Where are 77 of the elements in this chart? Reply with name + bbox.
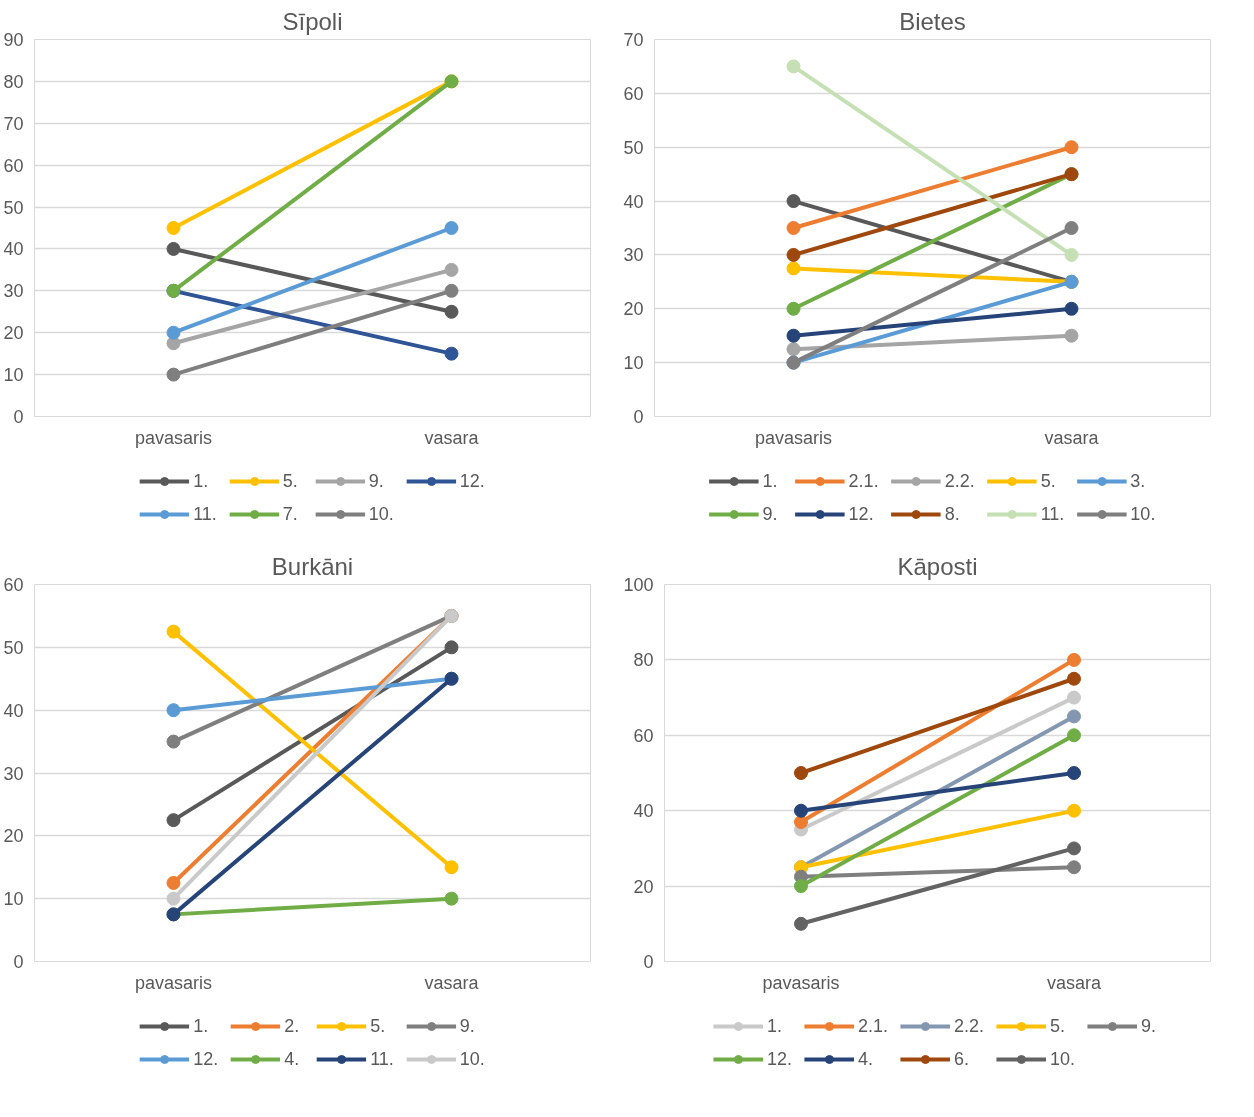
y-tick-label: 40 <box>633 801 654 822</box>
legend-label: 2.1. <box>857 1015 888 1037</box>
y-tick-label: 60 <box>623 83 644 104</box>
legend-label: 6. <box>954 1048 970 1070</box>
y-tick-label: 0 <box>13 952 24 972</box>
y-tick-label: 100 <box>623 575 654 595</box>
legend-label: 11. <box>370 1048 394 1070</box>
y-tick-label: 40 <box>3 239 24 260</box>
legend-label: 5. <box>1040 470 1057 492</box>
legend-label: 7. <box>282 503 299 525</box>
x-tick-label: vasara <box>424 972 480 993</box>
x-tick-label: pavasaris <box>134 427 213 448</box>
y-tick-label: 0 <box>643 952 654 972</box>
y-tick-label: 30 <box>3 763 24 784</box>
y-tick-label: 20 <box>623 299 644 320</box>
legend-label: 10. <box>1130 503 1156 525</box>
y-tick-label: 50 <box>3 637 24 658</box>
legend-label: 4. <box>857 1048 874 1070</box>
y-tick-label: 20 <box>3 323 24 344</box>
legend-label: 12. <box>459 470 485 492</box>
y-tick-label: 10 <box>3 365 24 386</box>
y-tick-label: 40 <box>623 191 644 212</box>
y-tick-label: 80 <box>3 71 24 92</box>
y-tick-label: 10 <box>623 353 644 374</box>
legend-label: 11. <box>1040 503 1065 525</box>
x-tick-label: vasara <box>1046 972 1102 993</box>
legend-label: 1. <box>193 470 210 492</box>
x-tick-label: vasara <box>424 427 480 448</box>
legend-label: 3. <box>1130 470 1147 492</box>
legend-label: 2.1. <box>848 470 879 492</box>
y-tick-label: 50 <box>623 137 644 158</box>
y-tick-label: 70 <box>3 113 24 134</box>
y-tick-label: 60 <box>3 575 24 595</box>
y-tick-label: 30 <box>3 281 24 302</box>
y-tick-label: 30 <box>623 245 644 266</box>
x-tick-label: pavasaris <box>762 972 840 993</box>
y-tick-label: 90 <box>3 30 24 50</box>
legend-label: 9. <box>1141 1015 1158 1037</box>
legend-label: 12. <box>193 1048 219 1070</box>
x-tick-label: pavasaris <box>754 427 833 448</box>
legend-label: 4. <box>284 1048 301 1070</box>
legend-label: 2.2. <box>944 470 975 492</box>
x-tick-label: pavasaris <box>134 972 213 993</box>
y-tick-label: 60 <box>3 155 24 176</box>
legend-label: 9. <box>459 1015 476 1037</box>
y-tick-label: 80 <box>633 650 654 671</box>
y-tick-label: 70 <box>623 30 644 50</box>
legend-label: 9. <box>762 503 779 525</box>
y-tick-label: 40 <box>3 700 24 721</box>
y-tick-label: 0 <box>633 407 644 427</box>
legend-label: 12. <box>766 1048 792 1070</box>
legend-label: 5. <box>1050 1015 1067 1037</box>
y-tick-label: 20 <box>633 876 654 897</box>
legend-label: 10. <box>1050 1048 1076 1070</box>
y-tick-label: 50 <box>3 197 24 218</box>
x-tick-label: vasara <box>1044 427 1100 448</box>
chart-title: Sīpoli <box>282 7 343 35</box>
y-tick-label: 20 <box>3 826 24 847</box>
y-tick-label: 10 <box>3 889 24 910</box>
legend-label: 5. <box>370 1015 387 1037</box>
legend-label: 2.2. <box>954 1015 985 1037</box>
chart-title: Burkāni <box>271 552 354 580</box>
legend-label: 1. <box>193 1015 210 1037</box>
legend-label: 11. <box>193 503 217 525</box>
legend-label: 8. <box>944 503 961 525</box>
legend-label: 9. <box>368 470 385 492</box>
y-tick-label: 60 <box>633 725 654 746</box>
chart-title: Kāposti <box>897 552 978 580</box>
legend-label: 1. <box>762 470 779 492</box>
legend-label: 5. <box>282 470 299 492</box>
chart-title: Bietes <box>899 7 966 35</box>
legend-label: 10. <box>459 1048 485 1070</box>
legend-label: 10. <box>368 503 394 525</box>
y-tick-label: 0 <box>13 407 24 427</box>
legend-label: 2. <box>284 1015 301 1037</box>
legend-label: 12. <box>848 503 874 525</box>
legend-label: 1. <box>766 1015 783 1037</box>
